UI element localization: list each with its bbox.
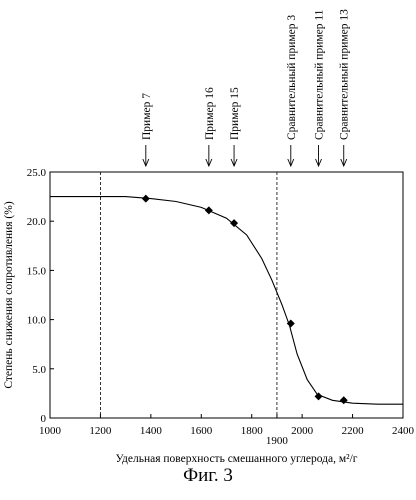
annotation-arrow-head bbox=[142, 158, 150, 168]
y-tick-label: 10.0 bbox=[27, 315, 47, 327]
x-tick-label: 1000 bbox=[39, 425, 62, 437]
y-tick-label: 15.0 bbox=[27, 265, 47, 277]
annotation-label: Сравнительный пример 13 bbox=[339, 9, 351, 140]
annotation-arrow-head bbox=[230, 158, 238, 168]
y-tick-label: 25.0 bbox=[27, 167, 47, 179]
y-tick-label: 20.0 bbox=[27, 216, 47, 228]
annotation-label: Сравнительный пример 3 bbox=[286, 15, 298, 140]
fitted-curve bbox=[50, 196, 403, 405]
x-tick-label: 1800 bbox=[241, 425, 264, 437]
x-tick-label: 2400 bbox=[392, 425, 415, 437]
y-tick-label: 5.0 bbox=[32, 364, 46, 376]
annotation-arrow-head bbox=[205, 158, 213, 168]
figure-caption: Фиг. 3 bbox=[183, 465, 233, 486]
data-point bbox=[204, 206, 213, 215]
x-tick-label: 1600 bbox=[190, 425, 213, 437]
annotation-label: Сравнительный пример 11 bbox=[314, 9, 326, 140]
data-point bbox=[141, 194, 150, 203]
y-axis-label: Степень снижения сопротивления (%) bbox=[3, 201, 15, 389]
annotation-label: Пример 15 bbox=[229, 87, 241, 140]
annotation-label: Пример 7 bbox=[141, 93, 153, 140]
plot-frame bbox=[49, 171, 404, 419]
data-point bbox=[314, 392, 323, 401]
y-tick-label: 0 bbox=[41, 413, 47, 425]
annotation-arrow-head bbox=[340, 158, 348, 168]
annotation-arrow-head bbox=[287, 158, 295, 168]
x-tick-label: 2200 bbox=[342, 425, 365, 437]
annotation-arrow-head bbox=[315, 158, 322, 168]
x-tick-label-extra: 1900 bbox=[266, 435, 289, 447]
x-tick-label: 1200 bbox=[89, 425, 112, 437]
x-tick-label: 1400 bbox=[140, 425, 163, 437]
annotation-label: Пример 16 bbox=[204, 87, 216, 140]
data-point bbox=[230, 219, 239, 228]
x-axis-label: Удельная поверхность смешанного углерода… bbox=[116, 453, 358, 465]
data-point bbox=[286, 319, 295, 328]
data-point bbox=[339, 396, 348, 405]
x-tick-label: 2000 bbox=[291, 425, 314, 437]
